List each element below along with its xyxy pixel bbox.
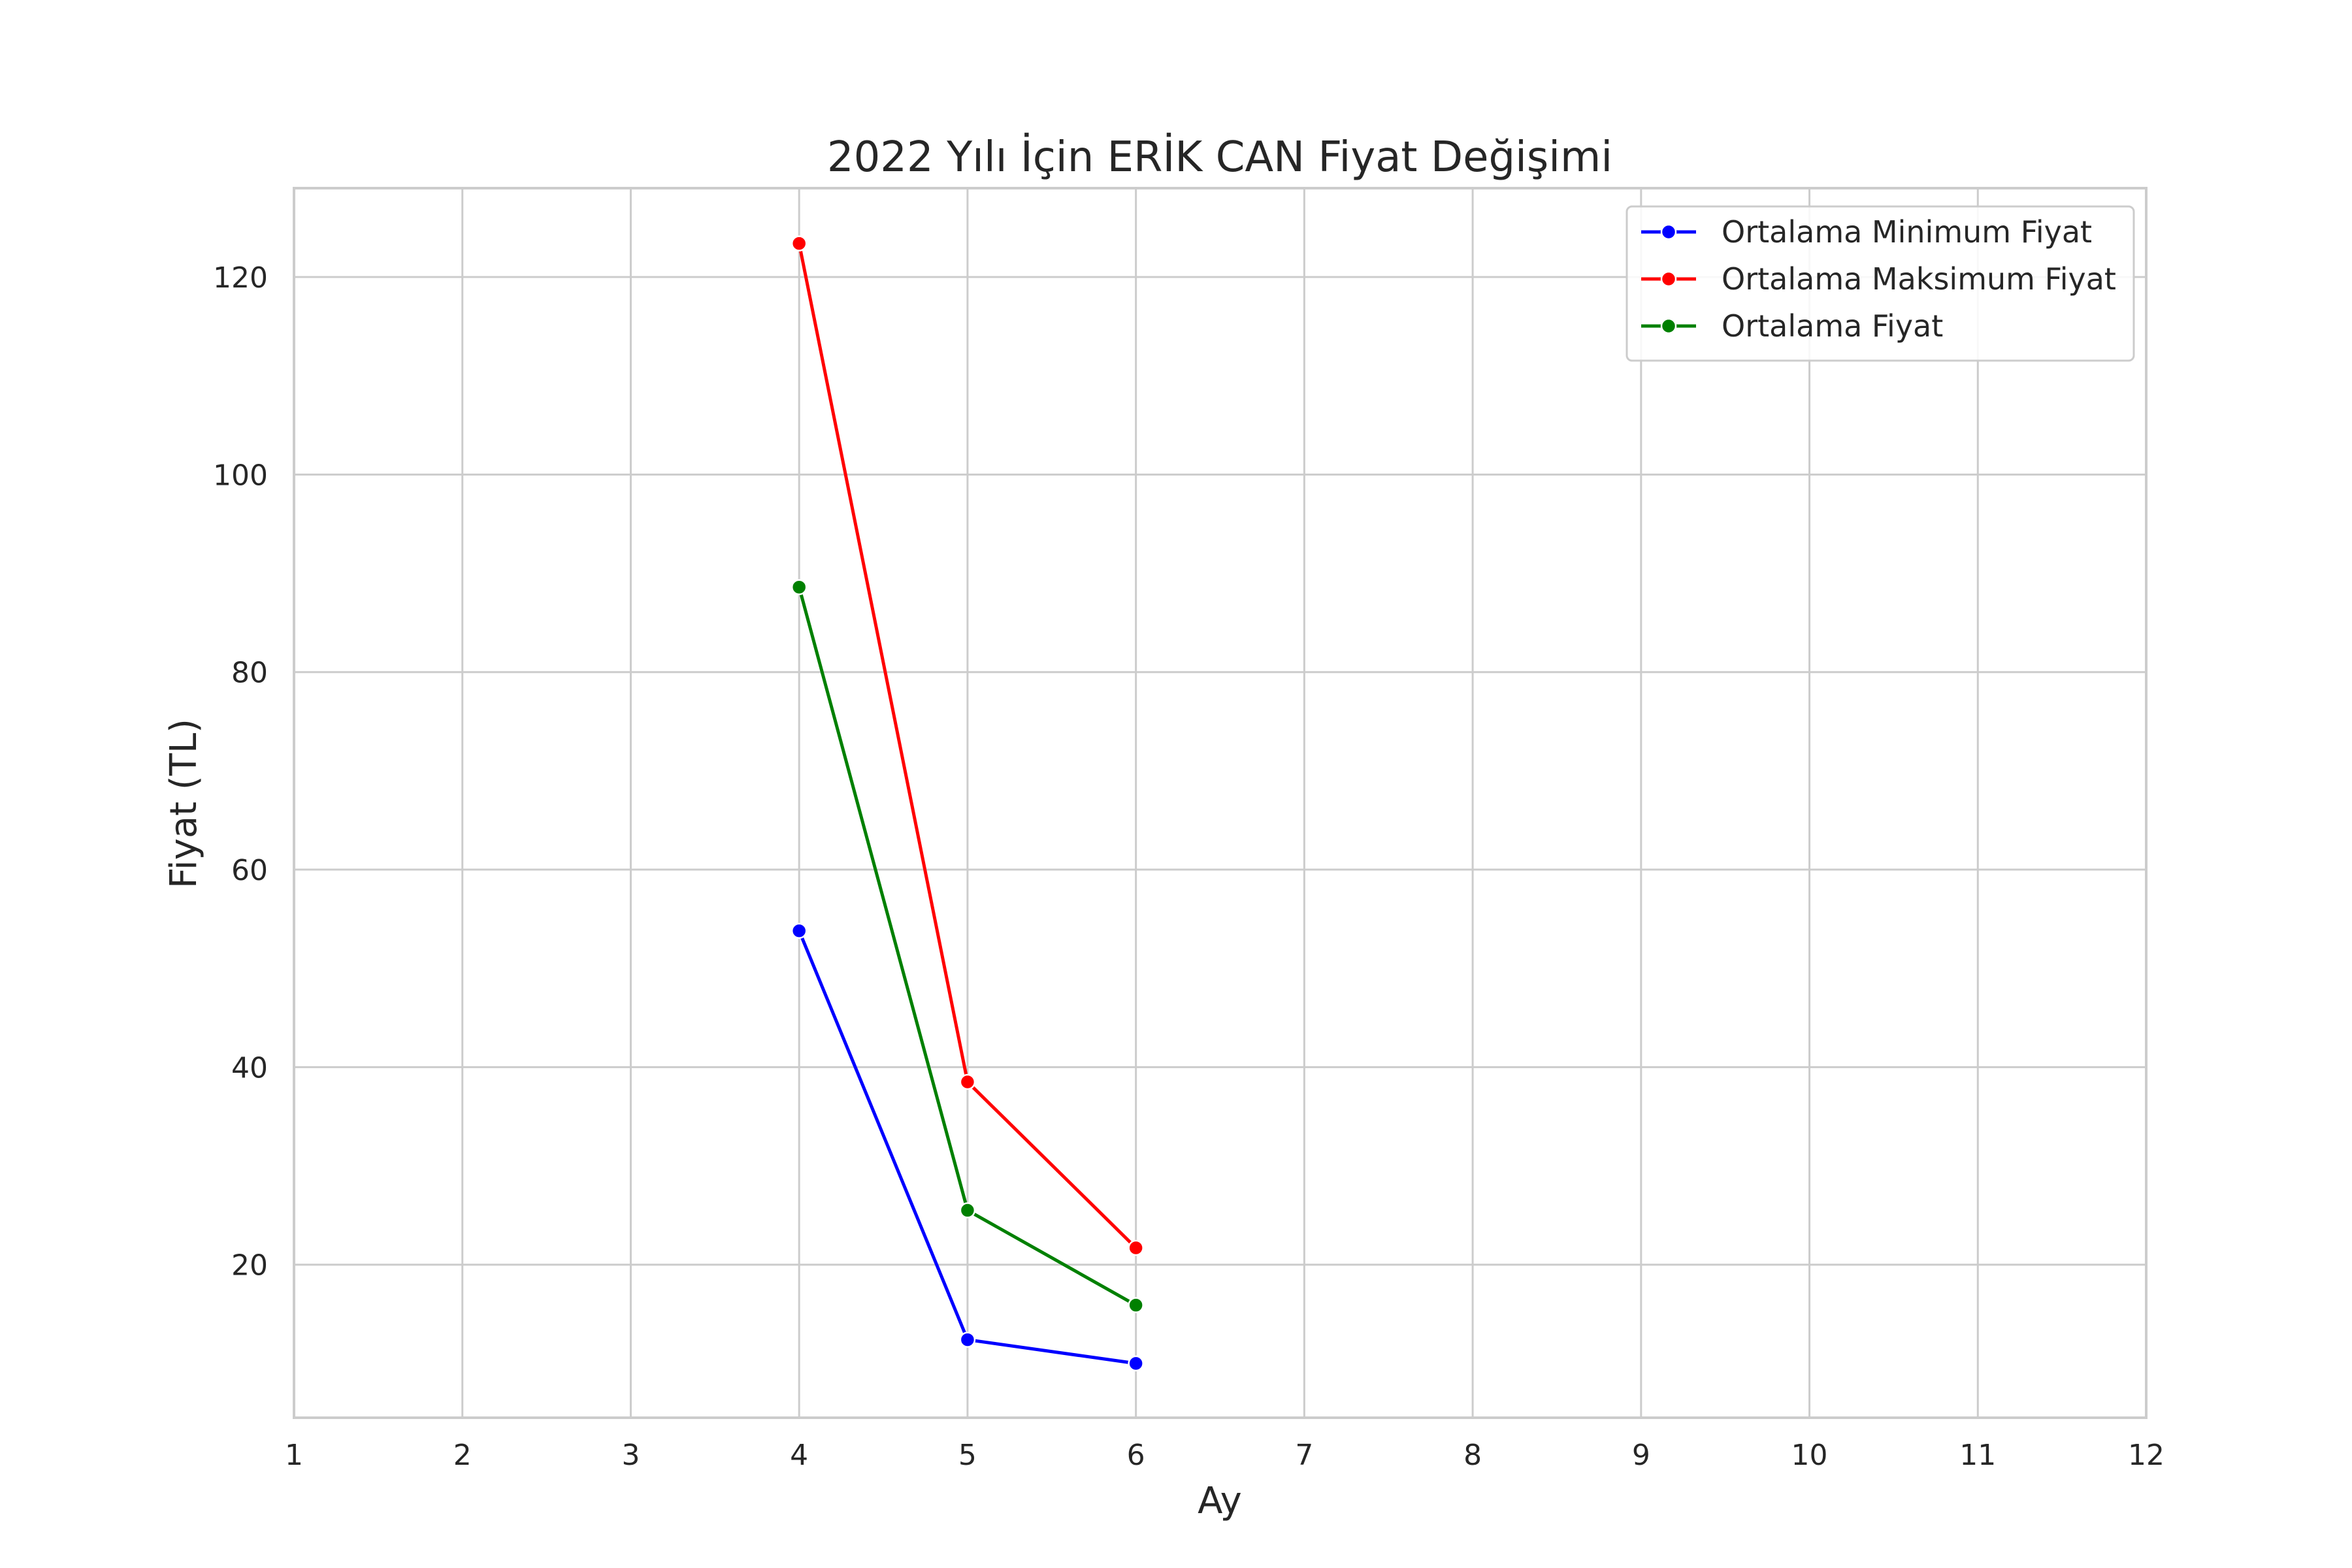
x-tick-label: 7: [1295, 1439, 1313, 1472]
x-tick-label: 3: [621, 1439, 640, 1472]
grid: [293, 188, 2148, 1418]
data-point: [1128, 1297, 1144, 1313]
data-point: [791, 579, 808, 595]
legend-frame: [1625, 205, 2135, 362]
legend-swatch-marker: [1660, 270, 1677, 287]
chart-title: 2022 Yılı İçin ERİK CAN Fiyat Değişimi: [827, 133, 1612, 182]
x-tick-label: 10: [1791, 1439, 1828, 1472]
x-tick-label: 4: [790, 1439, 808, 1472]
y-tick-label: 40: [231, 1051, 268, 1085]
data-point: [1128, 1239, 1144, 1256]
legend-label: Ortalama Minimum Fiyat: [1722, 214, 2092, 250]
legend-entry: Ortalama Minimum Fiyat: [1641, 214, 2092, 250]
series-ortalama-fiyat: [791, 579, 1144, 1313]
x-axis-label: Ay: [1198, 1480, 1242, 1522]
data-point: [959, 1331, 976, 1348]
legend-swatch-marker: [1660, 223, 1677, 240]
data-point: [791, 235, 808, 252]
x-tick-label: 1: [285, 1439, 303, 1472]
y-axis-label: Fiyat (TL): [163, 719, 205, 889]
data-point: [1128, 1355, 1144, 1372]
x-tick-label: 9: [1632, 1439, 1650, 1472]
series-ortalama-minimum-fiyat: [791, 923, 1144, 1372]
legend-label: Ortalama Maksimum Fiyat: [1722, 261, 2116, 297]
series-group: [791, 235, 1144, 1372]
x-tick-label: 11: [1959, 1439, 1996, 1472]
series-ortalama-maksimum-fiyat: [791, 235, 1144, 1256]
axes-frame: [293, 187, 2148, 1419]
y-axis-ticks: 20 40 60 80 100 120: [213, 261, 268, 1282]
y-tick-label: 100: [213, 459, 268, 492]
x-tick-label: 2: [453, 1439, 472, 1472]
data-point: [791, 923, 808, 939]
x-tick-label: 5: [958, 1439, 977, 1472]
data-point: [959, 1073, 976, 1090]
y-tick-label: 80: [231, 657, 268, 690]
legend-entry: Ortalama Maksimum Fiyat: [1641, 261, 2116, 297]
legend: Ortalama Minimum Fiyat Ortalama Maksimum …: [1625, 205, 2135, 362]
legend-swatch-marker: [1660, 318, 1677, 335]
y-tick-label: 120: [213, 261, 268, 295]
y-tick-label: 20: [231, 1249, 268, 1282]
x-tick-label: 6: [1127, 1439, 1145, 1472]
y-tick-label: 60: [231, 854, 268, 887]
data-point: [959, 1202, 976, 1218]
legend-entry: Ortalama Fiyat: [1641, 308, 1943, 344]
x-tick-label: 12: [2128, 1439, 2164, 1472]
x-tick-label: 8: [1463, 1439, 1482, 1472]
x-axis-ticks: 1 2 3 4 5 6 7 8 9 10 11 12: [285, 1439, 2164, 1472]
legend-label: Ortalama Fiyat: [1722, 308, 1943, 344]
